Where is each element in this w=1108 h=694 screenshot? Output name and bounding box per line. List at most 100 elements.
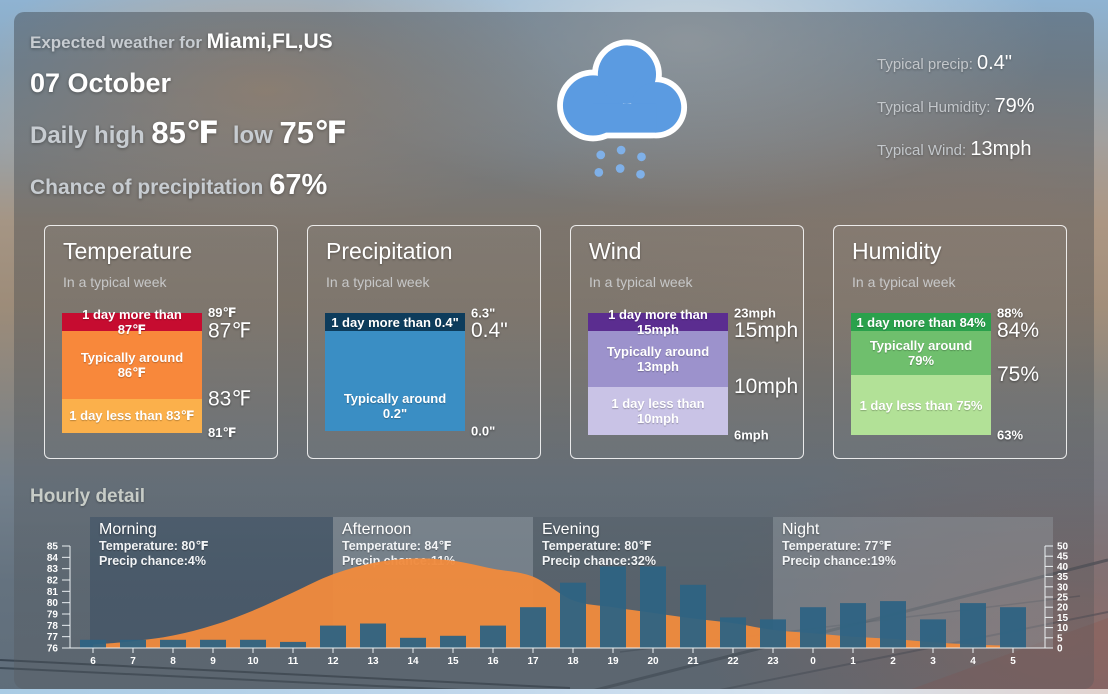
scale-label: 87℉ [208, 319, 252, 343]
segment-label: Typically around 13mph [606, 344, 710, 374]
stack-segment: 1 day more than 0.4" [325, 313, 465, 331]
stat-label: Typical precip: [877, 56, 978, 73]
scale-label: 88% [997, 305, 1024, 321]
distribution-stack: 1 day more than 87℉ Typically around 86℉ 1… [62, 307, 202, 433]
period-temperature: Temperature: 80℉ [99, 539, 209, 553]
period-panel-evening: Evening Temperature: 80℉ Precip chance:32% [533, 517, 773, 648]
segment-label: Typically around 86℉ [80, 349, 184, 380]
card-subtitle: In a typical week [589, 274, 693, 290]
stack-segment: 1 day more than 15mph [588, 307, 728, 337]
stat-typical-wind: Typical Wind: 13mph [877, 138, 1035, 161]
period-precip: Precip chance:11% [342, 554, 456, 568]
stack-segment: 1 day less than 83℉ [62, 399, 202, 433]
stat-value: 13mph [970, 138, 1032, 160]
card-subtitle: In a typical week [63, 274, 167, 290]
segment-label: Typically around 79% [869, 338, 973, 368]
period-temperature: Temperature: 77℉ [782, 539, 892, 553]
stat-typical-precip: Typical precip: 0.4" [877, 52, 1035, 75]
scale-label: 10mph [734, 375, 799, 398]
card-title: Wind [589, 238, 642, 264]
scale-label: 83℉ [208, 387, 252, 411]
period-precip: Precip chance:19% [782, 554, 896, 568]
period-panel-night: Night Temperature: 77℉ Precip chance:19% [773, 517, 1053, 648]
location-line: Expected weather for Miami,FL,US [30, 30, 348, 54]
high-low-line: Daily high 85℉ low 75℉ [30, 115, 348, 151]
summary-stats: Typical precip: 0.4" Typical Humidity: 7… [877, 52, 1035, 181]
segment-label: 1 day less than 75% [859, 397, 983, 413]
rain-cloud-icon [557, 39, 688, 179]
location-label: Expected weather for [30, 33, 207, 52]
stack-segment: 1 day more than 87℉ [62, 307, 202, 337]
distribution-stack: 1 day more than 84% Typically around 79% 1… [851, 313, 991, 435]
card-subtitle: In a typical week [852, 274, 956, 290]
precip-chance-label: Chance of precipitation [30, 176, 270, 199]
scale-label: 89℉ [208, 305, 237, 320]
stat-typical-humidity: Typical Humidity: 79% [877, 95, 1035, 118]
precip-chance-value: 67% [269, 169, 328, 201]
rain-drops [594, 145, 646, 179]
stat-value: 79% [994, 95, 1035, 117]
stack-segment: Typically around 79% [851, 331, 991, 375]
scale-label: 63% [997, 427, 1024, 443]
header: Expected weather for Miami,FL,US 07 Octo… [30, 30, 348, 202]
daily-low-value: 75℉ [279, 115, 348, 150]
scale-label: 23mph [734, 305, 776, 321]
segment-label: 1 day less than 83℉ [69, 408, 195, 423]
period-temperature: Temperature: 80℉ [542, 539, 652, 553]
scale-label: 81℉ [208, 425, 237, 440]
scale-label: 6.3" [471, 305, 496, 321]
date-line: 07 October [30, 68, 348, 99]
segment-label: 1 day more than 0.4" [331, 314, 459, 330]
scale-label: 84% [997, 319, 1040, 342]
card-humidity: Humidity In a typical week 1 day more than… [833, 225, 1067, 459]
scale-label: 75% [997, 363, 1040, 386]
stat-label: Typical Humidity: [877, 99, 995, 116]
segment-label: 1 day more than 87℉ [82, 306, 182, 337]
stack-segment: 1 day less than 75% [851, 375, 991, 435]
stack-segment: 1 day more than 84% [851, 313, 991, 331]
period-precip: Precip chance:4% [99, 554, 206, 568]
scale-label: 6mph [734, 427, 769, 443]
segment-label: 1 day more than 84% [856, 314, 986, 330]
period-panel-afternoon: Afternoon Temperature: 84℉ Precip chance:1… [333, 517, 533, 648]
period-name: Night [782, 521, 820, 538]
date-value: 07 October [30, 68, 172, 98]
scale-label: 0.0" [471, 423, 496, 439]
stat-label: Typical Wind: [877, 142, 971, 159]
card-title: Temperature [63, 238, 193, 264]
daily-low-label: low [219, 122, 280, 149]
daily-high-label: Daily high [30, 122, 152, 149]
stat-value: 0.4" [977, 52, 1012, 74]
hourly-detail-title: Hourly detail [30, 486, 146, 507]
segment-label: 1 day less than 10mph [611, 396, 705, 426]
stack-segment: Typically around 0.2" [325, 331, 465, 431]
card-wind: Wind In a typical week 1 day more than 15m… [570, 225, 804, 459]
precip-chance-line: Chance of precipitation 67% [30, 169, 348, 202]
period-panel-morning: Morning Temperature: 80℉ Precip chance:4% [90, 517, 333, 648]
cloud-body [562, 45, 682, 136]
card-title: Humidity [852, 238, 942, 264]
period-name: Afternoon [342, 521, 412, 538]
stack-segment: Typically around 86℉ [62, 331, 202, 399]
scale-label: 0.4" [471, 319, 508, 342]
distribution-stack: 1 day more than 0.4" Typically around 0.2… [325, 313, 465, 431]
segment-label: Typically around 0.2" [343, 391, 447, 421]
period-precip: Precip chance:32% [542, 554, 656, 568]
card-precipitation: Precipitation In a typical week 1 day more… [307, 225, 541, 459]
scale-label: 15mph [734, 319, 799, 342]
period-temperature: Temperature: 84℉ [342, 539, 452, 553]
card-temperature: Temperature In a typical week 1 day more t… [44, 225, 278, 459]
bottom-strip [0, 689, 1108, 694]
segment-label: 1 day more than 15mph [608, 307, 708, 337]
card-subtitle: In a typical week [326, 274, 430, 290]
stack-segment: Typically around 13mph [588, 331, 728, 387]
daily-high-value: 85℉ [151, 115, 220, 150]
card-title: Precipitation [326, 238, 453, 264]
distribution-stack: 1 day more than 15mph Typically around 13… [588, 307, 728, 435]
period-name: Evening [542, 521, 600, 538]
location-value: Miami,FL,US [206, 30, 333, 53]
weather-icon-wrap [550, 24, 700, 184]
stack-segment: 1 day less than 10mph [588, 387, 728, 435]
period-name: Morning [99, 521, 157, 538]
